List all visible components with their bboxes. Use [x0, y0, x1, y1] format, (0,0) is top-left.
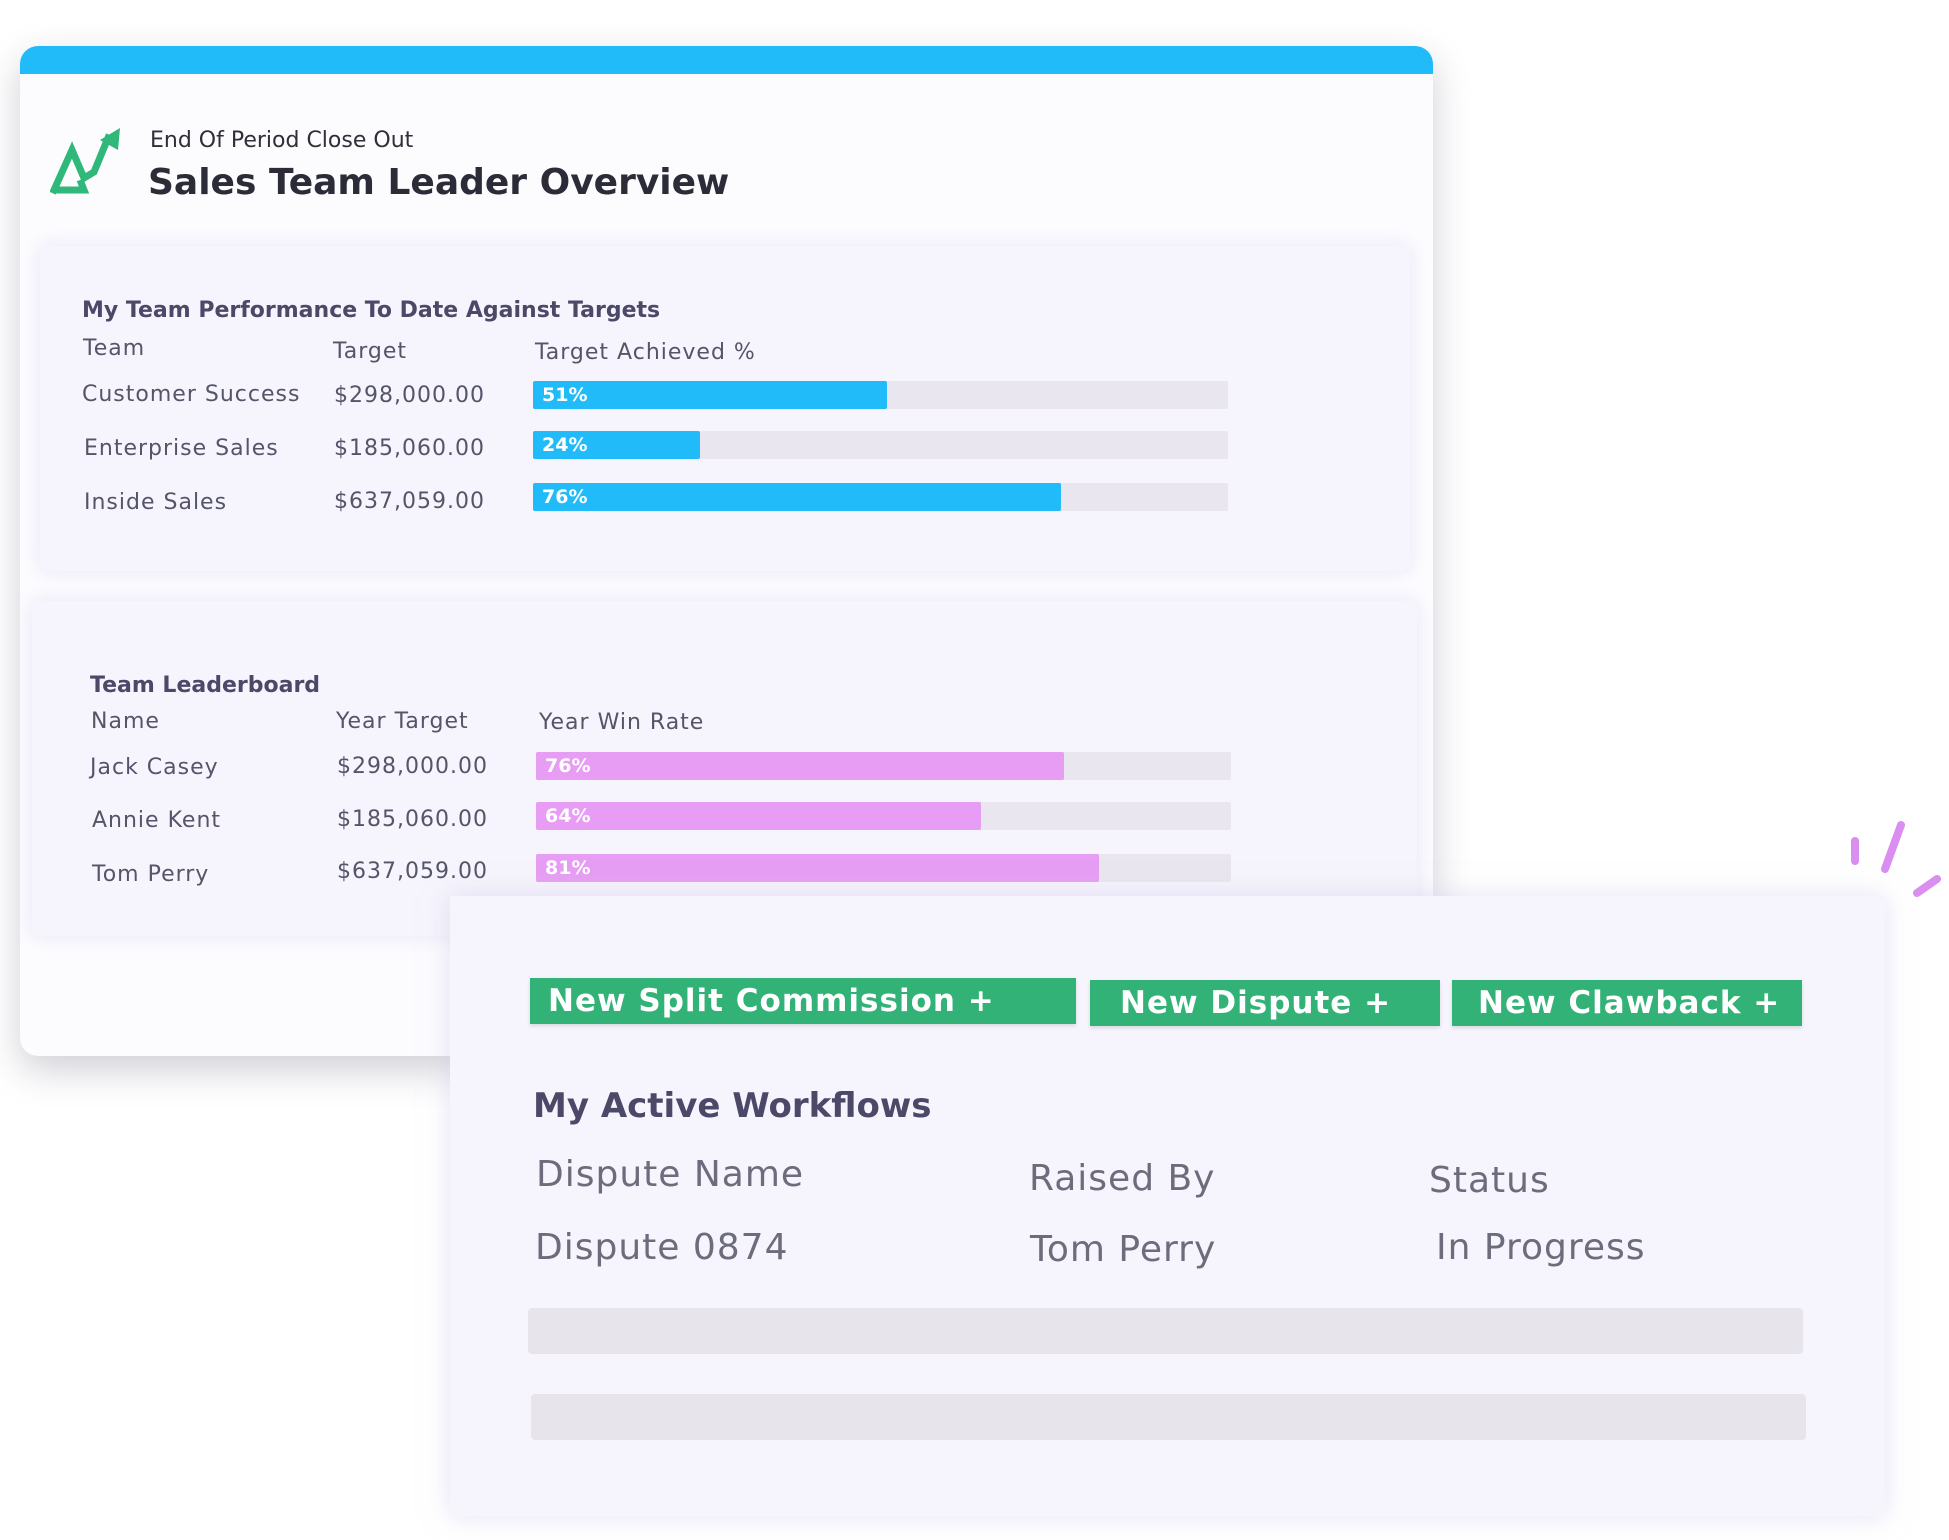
column-header-status: Status	[1429, 1160, 1550, 1201]
progress-fill	[533, 431, 700, 459]
top-accent-bar	[20, 46, 1433, 74]
progress-bar: 51%	[533, 381, 1228, 409]
member-target: $185,060.00	[337, 807, 488, 832]
workflow-status: In Progress	[1436, 1227, 1646, 1268]
team-target: $185,060.00	[334, 436, 485, 461]
placeholder-row	[528, 1308, 1803, 1354]
growth-arrow-logo-icon	[50, 128, 120, 195]
progress-fill	[536, 854, 1099, 882]
team-name: Inside Sales	[84, 490, 228, 515]
team-name: Enterprise Sales	[84, 436, 279, 461]
panel-title: My Team Performance To Date Against Targ…	[82, 298, 661, 323]
progress-bar: 76%	[533, 483, 1228, 511]
member-target: $637,059.00	[337, 859, 488, 884]
progress-label: 76%	[542, 486, 588, 508]
progress-bar: 76%	[536, 752, 1231, 780]
column-header-name: Name	[91, 709, 160, 734]
panel-title: Team Leaderboard	[90, 673, 321, 698]
team-leaderboard-panel: Team Leaderboard Name Year Target Year W…	[32, 601, 1417, 936]
team-target: $298,000.00	[334, 383, 485, 408]
team-performance-panel: My Team Performance To Date Against Targ…	[40, 246, 1410, 571]
raised-by: Tom Perry	[1030, 1229, 1217, 1270]
progress-label: 64%	[545, 805, 591, 827]
column-header-dispute-name: Dispute Name	[536, 1154, 805, 1195]
placeholder-row	[531, 1394, 1806, 1440]
member-name: Annie Kent	[92, 808, 222, 833]
progress-label: 24%	[542, 434, 588, 456]
member-name: Tom Perry	[92, 862, 210, 887]
member-target: $298,000.00	[337, 754, 488, 779]
new-clawback-button[interactable]: New Clawback +	[1452, 980, 1802, 1026]
page-subtitle: End Of Period Close Out	[150, 128, 414, 153]
sparkle-icon	[1851, 821, 1941, 897]
workflows-title: My Active Workflows	[533, 1086, 932, 1126]
progress-bar: 81%	[536, 854, 1231, 882]
overview-card: End Of Period Close Out Sales Team Leade…	[20, 46, 1433, 1056]
new-dispute-button[interactable]: New Dispute +	[1090, 980, 1440, 1026]
progress-label: 81%	[545, 857, 591, 879]
column-header-year-target: Year Target	[336, 709, 469, 734]
member-name: Jack Casey	[90, 755, 219, 780]
column-header-team: Team	[83, 336, 146, 361]
column-header-achieved: Target Achieved %	[535, 340, 756, 365]
progress-fill	[536, 752, 1065, 780]
column-header-target: Target	[333, 339, 408, 364]
progress-bar: 64%	[536, 802, 1231, 830]
progress-fill	[533, 483, 1062, 511]
workflows-card: New Split Commission + New Dispute + New…	[450, 896, 1885, 1516]
column-header-raised-by: Raised By	[1029, 1158, 1216, 1199]
progress-fill	[533, 381, 888, 409]
progress-bar: 24%	[533, 431, 1228, 459]
progress-fill	[536, 802, 981, 830]
progress-label: 76%	[545, 755, 591, 777]
column-header-win-rate: Year Win Rate	[539, 710, 705, 735]
team-name: Customer Success	[82, 382, 301, 407]
page-title: Sales Team Leader Overview	[148, 162, 730, 203]
progress-label: 51%	[542, 384, 588, 406]
new-split-commission-button[interactable]: New Split Commission +	[530, 978, 1076, 1024]
team-target: $637,059.00	[334, 489, 485, 514]
dispute-name[interactable]: Dispute 0874	[535, 1227, 789, 1268]
